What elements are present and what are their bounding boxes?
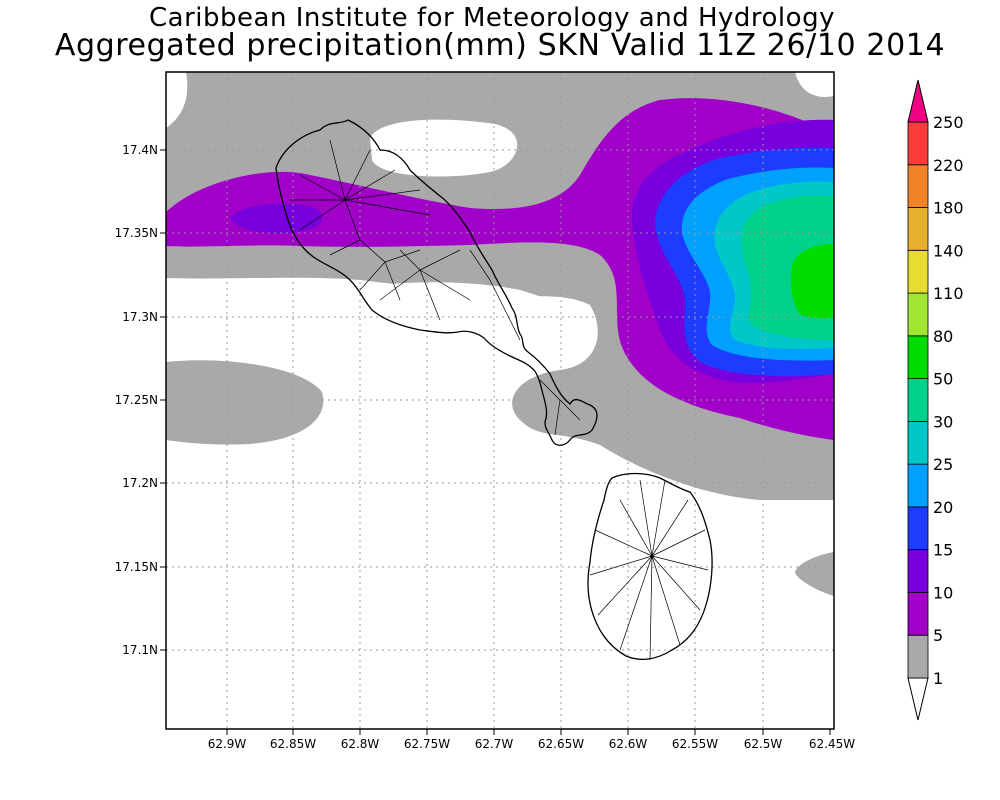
lat-label: 17.35N — [115, 226, 158, 240]
lon-label: 62.8W — [341, 737, 380, 751]
colorbar-segment — [907, 592, 929, 636]
colorbar-segment — [907, 549, 929, 593]
lon-label: 62.65W — [538, 737, 584, 751]
colorbar-top-arrow — [907, 79, 929, 123]
lat-label: 17.15N — [115, 560, 158, 574]
lat-label: 17.4N — [122, 143, 158, 157]
map-gridlines — [166, 72, 834, 729]
lon-label: 62.9W — [208, 737, 247, 751]
colorbar-level-label: 110 — [933, 284, 964, 303]
precip-contour-1-5-left — [166, 360, 324, 445]
colorbar-segment — [907, 634, 929, 679]
colorbar-level-label: 30 — [933, 412, 953, 431]
colorbar-level-label: 250 — [933, 113, 964, 132]
island-st-kitts — [275, 119, 598, 446]
island-nevis — [587, 472, 713, 661]
lat-label: 17.3N — [122, 310, 158, 324]
title-line-1: Caribbean Institute for Meteorology and … — [149, 3, 835, 33]
precip-contour-1-5-lower-right — [795, 552, 834, 596]
colorbar-segment — [907, 463, 929, 508]
colorbar-segment — [907, 420, 929, 465]
lon-label: 62.5W — [744, 737, 783, 751]
precip-contour-50-80 — [790, 244, 834, 319]
precip-contour-10-15-left — [230, 203, 323, 234]
colorbar-level-label: 80 — [933, 327, 953, 346]
white-hole-top-right — [795, 72, 834, 97]
axis-ticks — [160, 149, 831, 735]
title-line-2: Aggregated precipitation(mm) SKN Valid 1… — [54, 28, 946, 63]
lat-label: 17.2N — [122, 476, 158, 490]
nevis-drainage — [589, 479, 709, 661]
lon-label: 62.75W — [404, 737, 450, 751]
colorbar-level-label: 20 — [933, 498, 953, 517]
colorbar-bottom-arrow — [907, 677, 929, 721]
colorbar-segment — [907, 378, 929, 422]
colorbar-level-label: 220 — [933, 156, 964, 175]
colorbar-segment — [907, 292, 929, 337]
colorbar-level-label: 25 — [933, 455, 953, 474]
colorbar-level-label: 1 — [933, 669, 943, 688]
lat-label: 17.1N — [122, 643, 158, 657]
lon-label: 62.7W — [475, 737, 514, 751]
lon-label: 62.45W — [809, 737, 855, 751]
colorbar-level-label: 15 — [933, 541, 953, 560]
colorbar-segment — [907, 249, 929, 294]
white-hole-center — [377, 282, 564, 342]
white-hole-top-left — [166, 72, 188, 128]
colorbar-level-label: 50 — [933, 370, 953, 389]
precip-field — [166, 72, 834, 729]
white-hole-upper-center — [370, 119, 518, 177]
lon-label: 62.85W — [270, 737, 316, 751]
lat-axis-labels: 17.4N 17.35N 17.3N 17.25N 17.2N 17.15N 1… — [115, 143, 158, 657]
lon-axis-labels: 62.9W 62.85W 62.8W 62.75W 62.7W 62.65W 6… — [208, 737, 856, 751]
lon-label: 62.6W — [609, 737, 648, 751]
colorbar-segment — [907, 335, 929, 380]
colorbar-level-label: 10 — [933, 583, 953, 602]
colorbar-segment — [907, 164, 929, 208]
colorbar-level-label: 140 — [933, 241, 964, 260]
lat-label: 17.25N — [115, 393, 158, 407]
st-kitts-drainage — [290, 139, 581, 436]
lon-label: 62.55W — [672, 737, 718, 751]
colorbar-level-label: 180 — [933, 199, 964, 218]
colorbar-level-label: 5 — [933, 626, 943, 645]
colorbar-segment — [907, 121, 929, 166]
colorbar-segment — [907, 506, 929, 551]
colorbar-segment — [907, 207, 929, 251]
